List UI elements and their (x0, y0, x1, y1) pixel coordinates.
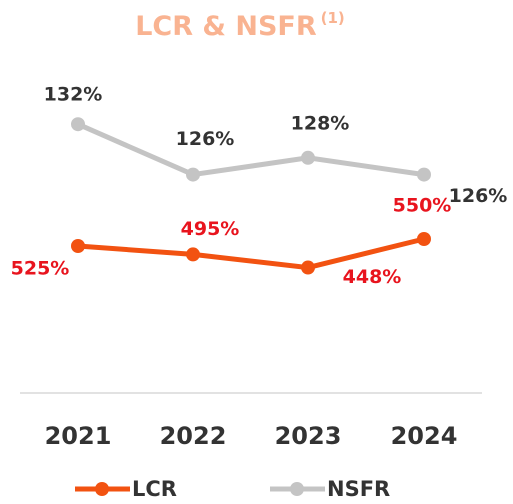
x-tick-label: 2023 (275, 422, 342, 450)
legend-label: LCR (132, 477, 177, 501)
data-label: 132% (44, 84, 103, 106)
data-label: 525% (11, 258, 70, 280)
chart-title: LCR & NSFR (1) (135, 9, 345, 42)
data-label: 448% (343, 266, 402, 288)
x-tick-label: 2022 (160, 422, 227, 450)
point (417, 232, 431, 246)
data-label: 126% (449, 185, 508, 207)
legend-label: NSFR (327, 477, 390, 501)
title-note: (1) (321, 9, 345, 27)
point (186, 247, 200, 262)
x-tick-label: 2021 (45, 422, 112, 450)
point (301, 260, 315, 275)
legend-marker (95, 482, 109, 496)
data-label: 128% (291, 112, 350, 134)
point (71, 117, 85, 132)
point (71, 239, 85, 253)
data-label: 126% (176, 128, 235, 150)
point (186, 167, 200, 182)
data-label: 495% (181, 218, 240, 240)
title-text: LCR & NSFR (135, 11, 317, 42)
x-tick-label: 2024 (391, 422, 458, 450)
point (417, 167, 431, 182)
data-label: 550% (393, 195, 452, 217)
legend-marker (290, 482, 304, 496)
series-line (76, 121, 425, 178)
series-line (77, 236, 425, 271)
point (301, 150, 315, 165)
